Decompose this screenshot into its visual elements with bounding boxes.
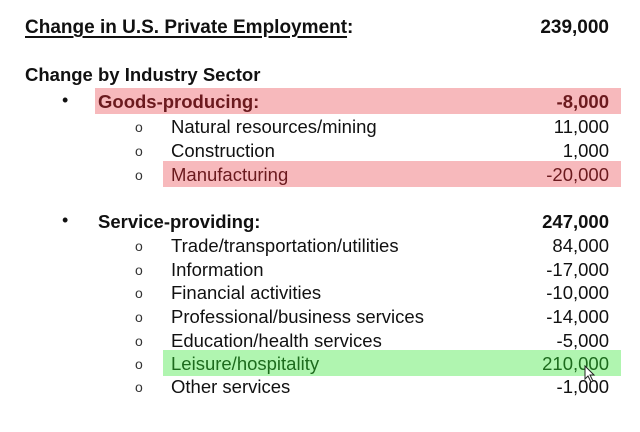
sector-row: • Service-providing: 247,000 (0, 210, 640, 234)
circle-bullet-icon: o (135, 119, 143, 135)
sector-label: Construction (171, 140, 275, 161)
title-colon: : (347, 17, 354, 38)
circle-bullet-icon: o (135, 309, 143, 325)
circle-bullet-icon: o (135, 262, 143, 278)
sector-value: -17,000 (546, 259, 609, 280)
sector-value: 84,000 (552, 235, 609, 256)
sector-value: -20,000 (546, 164, 609, 185)
sector-row: o Trade/transportation/utilities 84,000 (0, 234, 640, 258)
negative-highlight (95, 88, 621, 114)
sector-label: Goods-producing: (98, 91, 260, 112)
sector-label: Manufacturing (171, 164, 289, 185)
circle-bullet-icon: o (135, 143, 143, 159)
circle-bullet-icon: o (135, 333, 143, 349)
sector-label: Natural resources/mining (171, 116, 377, 137)
circle-bullet-icon: o (135, 356, 143, 372)
circle-bullet-icon: o (135, 238, 143, 254)
sector-value: 11,000 (553, 116, 609, 137)
sector-label: Education/health services (171, 330, 382, 351)
sector-label: Professional/business services (171, 306, 424, 327)
title-text: Change in U.S. Private Employment (25, 17, 348, 38)
sector-row: o Construction 1,000 (0, 139, 640, 163)
page-title: Change in U.S. Private Employment: (25, 17, 353, 39)
sector-row: • Goods-producing: -8,000 (0, 88, 640, 114)
bullet-icon: • (62, 210, 69, 230)
section-heading: Change by Industry Sector (25, 64, 261, 85)
sector-row: o Education/health services -5,000 (0, 329, 640, 353)
negative-highlight (163, 161, 621, 187)
sector-label: Information (171, 259, 264, 280)
sector-value: -1,000 (556, 376, 609, 397)
sector-label: Service-providing: (98, 211, 261, 232)
sector-row: o Manufacturing -20,000 (0, 161, 640, 187)
sector-value: -14,000 (546, 306, 609, 327)
sector-label: Other services (171, 376, 291, 397)
sector-row: o Professional/business services -14,000 (0, 305, 640, 329)
sector-label: Leisure/hospitality (171, 353, 320, 374)
sector-value: -10,000 (546, 282, 609, 303)
positive-highlight (163, 350, 621, 376)
total-value: 239,000 (540, 17, 609, 38)
sector-value: 1,000 (562, 140, 609, 161)
circle-bullet-icon: o (135, 379, 143, 395)
sector-row: o Other services -1,000 (0, 375, 640, 399)
sector-row: o Leisure/hospitality 210,000 (0, 350, 640, 376)
circle-bullet-icon: o (135, 167, 143, 183)
circle-bullet-icon: o (135, 285, 143, 301)
sector-label: Trade/transportation/utilities (171, 235, 399, 256)
sector-value: -8,000 (556, 91, 609, 112)
sector-value: -5,000 (556, 330, 609, 351)
sector-value: 247,000 (542, 211, 609, 232)
sector-row: o Information -17,000 (0, 258, 640, 282)
sector-row: o Natural resources/mining 11,000 (0, 115, 640, 139)
bullet-icon: • (62, 90, 69, 110)
sector-value: 210,000 (542, 353, 609, 374)
mouse-cursor-icon (584, 365, 596, 383)
sector-row: o Financial activities -10,000 (0, 281, 640, 305)
sector-label: Financial activities (171, 282, 322, 303)
